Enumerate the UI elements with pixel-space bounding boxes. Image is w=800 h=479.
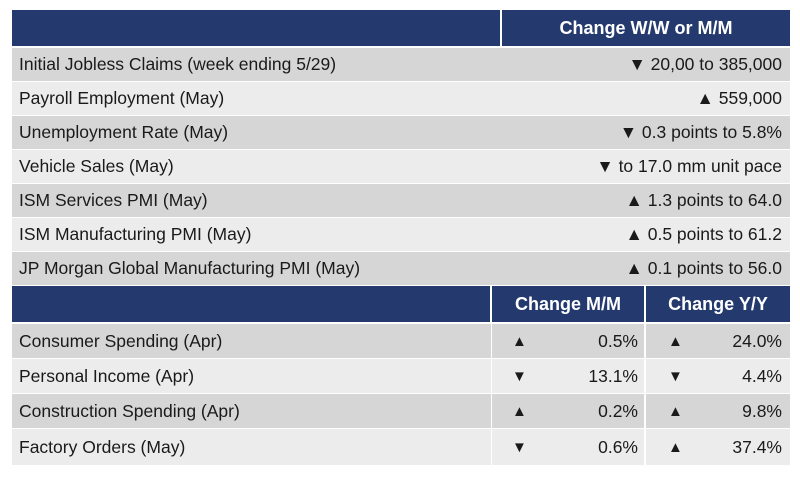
row-label: JP Morgan Global Manufacturing PMI (May) (19, 258, 361, 278)
mm-arrow-icon: ▼ (512, 367, 527, 385)
table-row: JP Morgan Global Manufacturing PMI (May)… (12, 252, 790, 285)
table-row: Factory Orders (May) ▼ 0.6% ▲ 37.4% (12, 429, 790, 465)
table-row: Vehicle Sales (May) ▼ to 17.0 mm unit pa… (12, 150, 790, 183)
row-label: Factory Orders (May) (19, 436, 186, 457)
table-row: Payroll Employment (May) ▲ 559,000 (12, 82, 790, 115)
row-value: ▲ 559,000 (696, 88, 782, 108)
row-label: Initial Jobless Claims (week ending 5/29… (19, 54, 337, 74)
row-label: Unemployment Rate (May) (19, 122, 229, 142)
table-row: Unemployment Rate (May) ▼ 0.3 points to … (12, 116, 790, 149)
mm-value: 0.2% (598, 400, 638, 421)
yy-arrow-icon: ▲ (668, 402, 683, 420)
row-value: ▲ 1.3 points to 64.0 (625, 190, 782, 210)
bottom-header-blank (12, 286, 490, 322)
bottom-header-mm: Change M/M (492, 286, 644, 322)
table-row: ISM Services PMI (May) ▲ 1.3 points to 6… (12, 184, 790, 217)
row-value: ▲ 0.1 points to 56.0 (625, 258, 782, 278)
bottom-header-mm-label: Change M/M (515, 293, 621, 314)
row-label: ISM Services PMI (May) (19, 190, 208, 210)
row-value: ▼ 20,00 to 385,000 (628, 54, 782, 74)
top-header-blank (12, 10, 500, 46)
yy-value: 4.4% (742, 365, 782, 386)
table-row: Construction Spending (Apr) ▲ 0.2% ▲ 9.8… (12, 394, 790, 428)
mm-arrow-icon: ▲ (512, 332, 527, 350)
mm-arrow-icon: ▲ (512, 402, 527, 420)
top-header-change: Change W/W or M/M (502, 10, 790, 46)
yy-arrow-icon: ▼ (668, 367, 683, 385)
row-label: Vehicle Sales (May) (19, 156, 174, 176)
yy-arrow-icon: ▲ (668, 332, 683, 350)
yy-value: 24.0% (732, 330, 782, 351)
table-row: Personal Income (Apr) ▼ 13.1% ▼ 4.4% (12, 359, 790, 393)
yy-arrow-icon: ▲ (668, 438, 683, 456)
indicators-table: Change W/W or M/M Initial Jobless Claims… (12, 10, 790, 468)
row-value: ▲ 0.5 points to 61.2 (625, 224, 782, 244)
mm-value: 13.1% (588, 365, 638, 386)
row-label: Consumer Spending (Apr) (19, 330, 223, 351)
row-label: Personal Income (Apr) (19, 365, 195, 386)
table-row: Consumer Spending (Apr) ▲ 0.5% ▲ 24.0% (12, 324, 790, 358)
mm-arrow-icon: ▼ (512, 438, 527, 456)
yy-value: 9.8% (742, 400, 782, 421)
top-header-label: Change W/W or M/M (559, 17, 733, 38)
mm-value: 0.5% (598, 330, 638, 351)
bottom-header-yy-label: Change Y/Y (668, 293, 768, 314)
row-label: ISM Manufacturing PMI (May) (19, 224, 252, 244)
row-label: Construction Spending (Apr) (19, 400, 240, 421)
table-row: Initial Jobless Claims (week ending 5/29… (12, 48, 790, 81)
table-row: ISM Manufacturing PMI (May) ▲ 0.5 points… (12, 218, 790, 251)
row-value: ▼ 0.3 points to 5.8% (619, 122, 782, 142)
mm-value: 0.6% (598, 436, 638, 457)
row-label: Payroll Employment (May) (19, 88, 225, 108)
bottom-header-yy: Change Y/Y (646, 286, 790, 322)
yy-value: 37.4% (732, 436, 782, 457)
row-value: ▼ to 17.0 mm unit pace (596, 156, 782, 176)
